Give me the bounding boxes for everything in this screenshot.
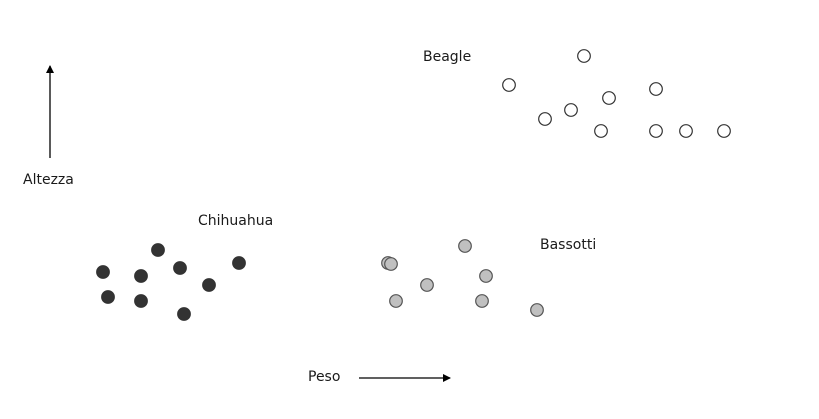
beagle-point — [679, 124, 693, 138]
chihuahua-point — [134, 294, 148, 308]
x-axis-label: Peso — [308, 369, 340, 385]
beagle-point — [602, 91, 616, 105]
beagle-point — [538, 112, 552, 126]
beagle-point — [649, 82, 663, 96]
chihuahua-label: Chihuahua — [198, 213, 273, 229]
beagle-label: Beagle — [423, 49, 471, 65]
chihuahua-point — [177, 307, 191, 321]
chihuahua-point — [151, 243, 165, 257]
bassotti-point — [420, 278, 434, 292]
beagle-point — [502, 78, 516, 92]
beagle-point — [577, 49, 591, 63]
bassotti-point — [530, 303, 544, 317]
bassotti-point — [389, 294, 403, 308]
points-layer — [96, 49, 731, 321]
chihuahua-point — [134, 269, 148, 283]
bassotti-point — [479, 269, 493, 283]
beagle-point — [594, 124, 608, 138]
bassotti-point — [384, 257, 398, 271]
beagle-point — [564, 103, 578, 117]
chihuahua-point — [101, 290, 115, 304]
beagle-point — [649, 124, 663, 138]
bassotti-point — [475, 294, 489, 308]
bassotti-point — [458, 239, 472, 253]
chihuahua-point — [202, 278, 216, 292]
bassotti-label: Bassotti — [540, 237, 596, 253]
beagle-point — [717, 124, 731, 138]
y-axis-label: Altezza — [23, 172, 74, 188]
chihuahua-point — [96, 265, 110, 279]
chihuahua-point — [232, 256, 246, 270]
chihuahua-point — [173, 261, 187, 275]
